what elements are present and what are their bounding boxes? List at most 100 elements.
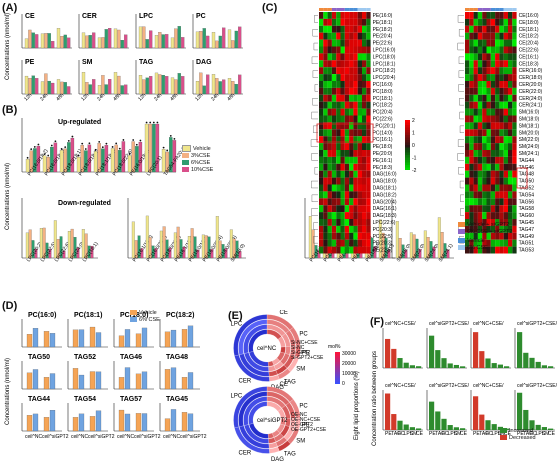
c-row-label: PC(16:1)	[373, 137, 393, 143]
c-cell	[349, 184, 354, 192]
a-bar	[215, 78, 219, 95]
c-cell	[357, 46, 362, 54]
b-down-bar	[70, 228, 74, 259]
c-cell	[349, 108, 354, 116]
c-cell	[349, 143, 354, 150]
b-up-dot	[105, 142, 108, 145]
c-cell	[508, 198, 513, 206]
c-cell	[469, 177, 474, 185]
c-cell	[508, 150, 513, 157]
c-cell	[508, 184, 513, 192]
e-colorbar-cell	[335, 354, 340, 356]
b-down-bar	[140, 248, 144, 259]
c-cell	[508, 53, 513, 61]
f-legend-inc: Increased	[509, 428, 534, 434]
c-cell	[499, 25, 504, 33]
b-down-bar	[53, 220, 57, 259]
d-title: PC(18:0)	[120, 312, 148, 319]
c-cell	[495, 246, 500, 254]
a-bar	[231, 40, 235, 49]
d-bar	[26, 415, 33, 432]
c-legend-b: 6% CSE	[467, 245, 488, 251]
c-cell	[482, 25, 487, 33]
d-bar	[78, 374, 85, 390]
c-cell	[465, 81, 470, 88]
c-cell	[503, 74, 508, 81]
f-xtick: TAG	[391, 431, 401, 437]
c-scale-cell	[405, 132, 410, 135]
a-bar	[47, 80, 51, 95]
c-row-label: CER(20:0)	[519, 82, 543, 88]
c-cell	[340, 39, 345, 47]
c-cell	[362, 67, 367, 75]
c-cell	[366, 219, 371, 226]
f-xtick: PC	[529, 431, 536, 437]
c-scale-cell	[405, 165, 410, 168]
c-cell	[495, 239, 500, 247]
a-bar	[44, 33, 48, 49]
c-dendrogram	[310, 139, 318, 147]
c-cell	[362, 129, 367, 137]
c-group-bar	[344, 8, 350, 11]
b-down-bar	[134, 240, 138, 259]
c-cell	[465, 198, 470, 206]
c-cell	[469, 67, 474, 75]
c-cell	[499, 205, 504, 213]
c-cell	[499, 150, 504, 157]
c-cell	[336, 101, 341, 109]
c-cell	[319, 163, 324, 171]
c-cell	[482, 136, 487, 144]
c-cell	[340, 219, 345, 226]
c-cell	[357, 232, 362, 240]
c-row-label: DAG(18:3)	[373, 213, 397, 219]
c-cell	[357, 219, 362, 226]
b-up-dot	[111, 146, 114, 148]
c-cell	[357, 101, 362, 109]
c-cell	[486, 39, 491, 47]
c-cell	[319, 212, 324, 219]
c-cell	[465, 225, 470, 233]
c-cell	[336, 12, 341, 19]
c-cell	[477, 67, 483, 75]
c-row-label: CE(22:6)	[519, 48, 539, 54]
f-bar	[409, 365, 415, 368]
c-cell	[477, 18, 483, 26]
c-cell	[508, 239, 513, 247]
c-cell	[366, 232, 371, 240]
c-row-label: PE(20:3)	[373, 241, 393, 247]
c-cell	[469, 122, 474, 130]
b-up-bar	[29, 150, 33, 173]
c-cell	[477, 184, 483, 192]
c-cell	[349, 212, 354, 219]
c-cell	[465, 212, 470, 219]
c-cell	[323, 101, 328, 109]
c-row-label: TAG50	[519, 179, 535, 185]
c-cell	[336, 163, 341, 171]
a-bar	[158, 32, 162, 49]
c-cell	[482, 184, 487, 192]
c-row-label: DAG(18:2)	[373, 192, 397, 198]
c-cell	[503, 129, 508, 137]
c-cell	[477, 170, 483, 178]
c-cell	[490, 12, 496, 19]
c-cell	[512, 122, 517, 130]
c-cell	[473, 94, 478, 102]
b-down-bar	[190, 228, 194, 259]
c-row-label: TAG44	[519, 158, 535, 164]
c-cell	[465, 74, 470, 81]
c-row-label: TAG45	[519, 220, 535, 226]
c-cell	[353, 46, 358, 54]
c-cell	[503, 25, 508, 33]
c-cell	[508, 156, 513, 164]
c-cell	[473, 46, 478, 54]
c-cell	[323, 67, 328, 75]
c-row-label: DAG(18:1)	[373, 186, 397, 192]
f-xtick: PE	[385, 431, 392, 437]
f-bar	[391, 414, 397, 430]
c-cell	[344, 39, 350, 47]
c-group-bar	[508, 8, 513, 11]
c-scale-cell	[405, 122, 410, 125]
a-bar	[51, 41, 55, 49]
b-down-bar	[151, 245, 155, 259]
b-down-bar	[62, 250, 66, 259]
